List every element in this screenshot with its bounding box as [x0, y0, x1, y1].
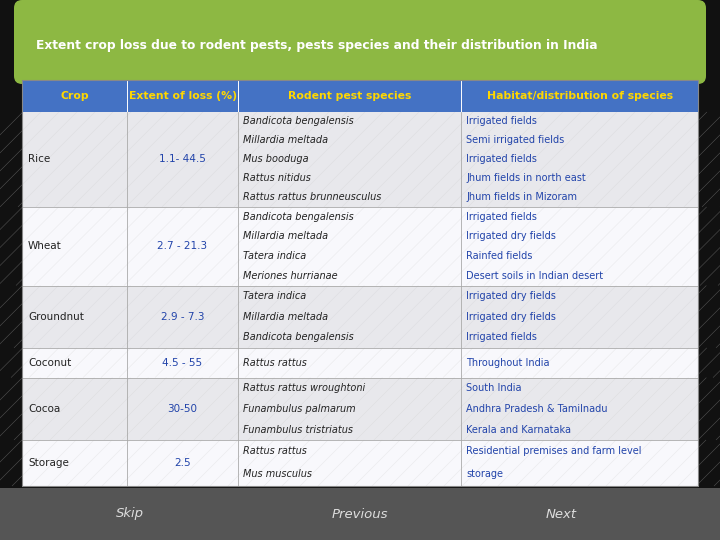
Text: Extent crop loss due to rodent pests, pests species and their distribution in In: Extent crop loss due to rodent pests, pe…	[36, 39, 598, 52]
Text: Mus booduga: Mus booduga	[243, 154, 309, 165]
Text: Groundnut: Groundnut	[28, 312, 84, 322]
Text: Tatera indica: Tatera indica	[243, 291, 307, 301]
Text: Habitat/distribution of species: Habitat/distribution of species	[487, 91, 672, 101]
Text: Desert soils in Indian desert: Desert soils in Indian desert	[467, 271, 603, 281]
Bar	[22, 207, 698, 286]
Text: Funambulus palmarum: Funambulus palmarum	[243, 404, 356, 414]
Text: Skip: Skip	[116, 508, 143, 521]
Text: Rodent pest species: Rodent pest species	[288, 91, 412, 101]
Text: Irrigated fields: Irrigated fields	[467, 117, 537, 126]
Text: Irrigated fields: Irrigated fields	[467, 154, 537, 165]
Text: Bandicota bengalensis: Bandicota bengalensis	[243, 212, 354, 222]
Bar	[22, 440, 698, 486]
Text: Millardia meltada: Millardia meltada	[243, 136, 328, 145]
Bar	[22, 348, 698, 377]
Text: Irrigated dry fields: Irrigated dry fields	[467, 291, 557, 301]
Text: Irrigated fields: Irrigated fields	[467, 333, 537, 342]
Text: 2.7 - 21.3: 2.7 - 21.3	[158, 241, 207, 251]
Bar	[22, 80, 698, 486]
Text: Andhra Pradesh & Tamilnadu: Andhra Pradesh & Tamilnadu	[467, 404, 608, 414]
Text: Jhum fields in north east: Jhum fields in north east	[467, 173, 586, 184]
Text: 2.9 - 7.3: 2.9 - 7.3	[161, 312, 204, 322]
Text: Bandicota bengalensis: Bandicota bengalensis	[243, 117, 354, 126]
Text: Rice: Rice	[28, 154, 50, 165]
Text: Rattus rattus wroughtoni: Rattus rattus wroughtoni	[243, 383, 366, 393]
Text: Irrigated dry fields: Irrigated dry fields	[467, 312, 557, 322]
Bar	[22, 80, 698, 112]
Text: Rattus rattus: Rattus rattus	[243, 357, 307, 368]
Bar	[22, 16, 698, 76]
Bar	[22, 80, 698, 486]
Text: Next: Next	[546, 508, 577, 521]
Text: Irrigated fields: Irrigated fields	[467, 212, 537, 222]
Text: Rattus rattus: Rattus rattus	[243, 447, 307, 456]
Text: Rainfed fields: Rainfed fields	[467, 251, 533, 261]
Text: Mus musculus: Mus musculus	[243, 469, 312, 480]
Text: Irrigated dry fields: Irrigated dry fields	[467, 231, 557, 241]
Text: Throughout India: Throughout India	[467, 357, 550, 368]
Text: Semi irrigated fields: Semi irrigated fields	[467, 136, 564, 145]
Text: Jhum fields in Mizoram: Jhum fields in Mizoram	[467, 192, 577, 202]
Text: Kerala and Karnataka: Kerala and Karnataka	[467, 424, 572, 435]
Text: Tatera indica: Tatera indica	[243, 251, 307, 261]
Text: Rattus nitidus: Rattus nitidus	[243, 173, 311, 184]
Text: Previous: Previous	[332, 508, 388, 521]
Text: Wheat: Wheat	[28, 241, 62, 251]
Text: Crop: Crop	[60, 91, 89, 101]
FancyBboxPatch shape	[14, 0, 706, 84]
Text: Cocoa: Cocoa	[28, 404, 60, 414]
Text: Storage: Storage	[28, 458, 69, 468]
Bar	[22, 377, 698, 440]
Text: South India: South India	[467, 383, 522, 393]
Text: Meriones hurrianae: Meriones hurrianae	[243, 271, 338, 281]
Text: Funambulus tristriatus: Funambulus tristriatus	[243, 424, 354, 435]
Bar	[22, 112, 698, 207]
Text: 1.1- 44.5: 1.1- 44.5	[159, 154, 206, 165]
Text: Millardia meltada: Millardia meltada	[243, 231, 328, 241]
Text: 2.5: 2.5	[174, 458, 191, 468]
Text: Extent of loss (%): Extent of loss (%)	[129, 91, 237, 101]
Text: Rattus rattus brunneusculus: Rattus rattus brunneusculus	[243, 192, 382, 202]
Text: storage: storage	[467, 469, 503, 480]
Text: Bandicota bengalensis: Bandicota bengalensis	[243, 333, 354, 342]
Text: Residential premises and farm level: Residential premises and farm level	[467, 447, 642, 456]
Text: 30-50: 30-50	[168, 404, 197, 414]
Text: Millardia meltada: Millardia meltada	[243, 312, 328, 322]
Text: 4.5 - 55: 4.5 - 55	[163, 357, 202, 368]
Text: Coconut: Coconut	[28, 357, 71, 368]
Bar	[22, 286, 698, 348]
Bar	[0, 488, 720, 540]
